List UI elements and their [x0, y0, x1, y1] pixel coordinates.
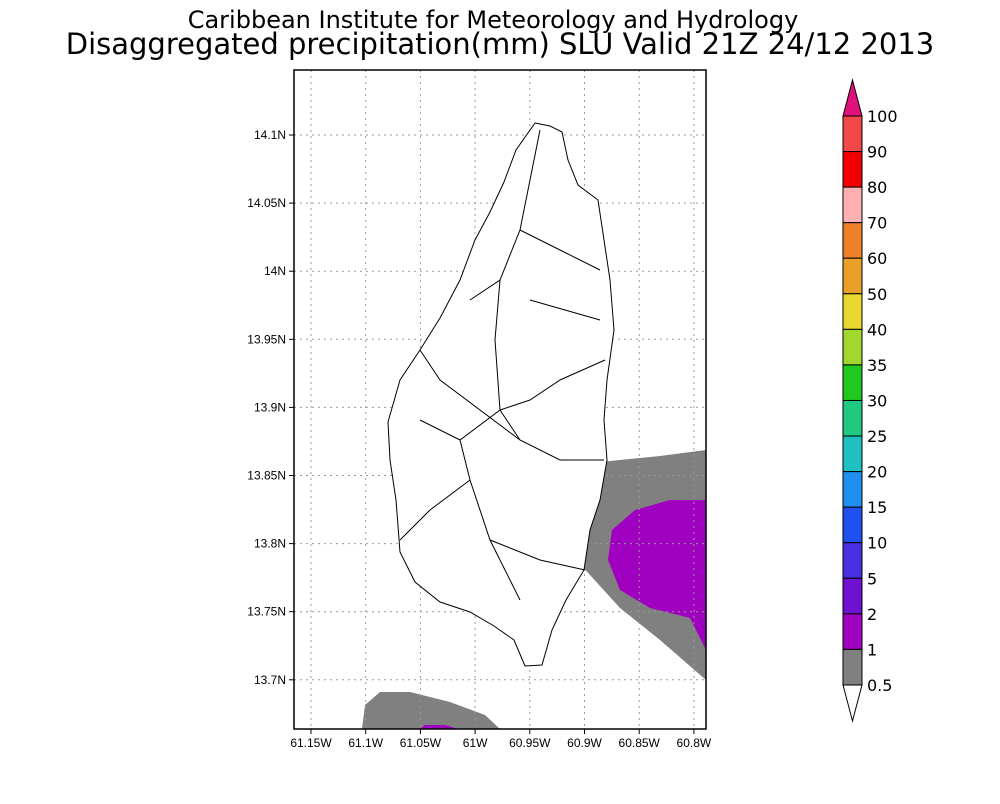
colorbar: 100 90 80 70 60 50 40 35 30 25 20 15 10 5 2 1 0.5	[842, 78, 898, 723]
island	[387, 122, 615, 667]
lat-tick-label: 13.75N	[247, 605, 286, 619]
colorbar-label: 25	[867, 427, 887, 446]
lat-tick-label: 13.9N	[254, 400, 286, 414]
colorbar-label: 60	[867, 249, 887, 268]
colorbar-segment	[842, 293, 863, 330]
colorbar-label: 70	[867, 214, 887, 233]
lon-tick-label: 60.8W	[677, 736, 712, 750]
colorbar-segment	[842, 577, 863, 615]
colorbar-segment	[842, 186, 863, 224]
colorbar-label: 2	[867, 605, 877, 624]
colorbar-label: 15	[867, 498, 887, 517]
colorbar-label: 35	[867, 356, 887, 375]
lon-tick-label: 60.9W	[567, 736, 602, 750]
colorbar-label: 50	[867, 285, 887, 304]
lat-tick-label: 13.85N	[247, 469, 286, 483]
colorbar-label: 40	[867, 320, 887, 339]
island-outline	[387, 122, 615, 667]
colorbar-segment	[842, 613, 863, 650]
colorbar-label: 80	[867, 178, 887, 197]
colorbar-segment	[842, 257, 863, 295]
colorbar-segment	[842, 364, 863, 401]
colorbar-segment	[842, 542, 863, 579]
colorbar-label: 5	[867, 569, 877, 588]
colorbar-segment	[842, 328, 863, 366]
lat-tick-label: 13.7N	[254, 673, 286, 687]
colorbar-segment	[842, 471, 863, 508]
lat-tick-label: 13.8N	[254, 537, 286, 551]
lat-tick-label: 14.05N	[247, 196, 286, 210]
lon-tick-label: 61.15W	[290, 736, 332, 750]
colorbar-segment	[842, 435, 863, 473]
colorbar-label: 20	[867, 463, 887, 482]
colorbar-segment	[842, 399, 863, 437]
rain-0.5-1-south	[362, 692, 500, 729]
rain-1-2	[608, 500, 706, 650]
lon-tick-label: 61.05W	[400, 736, 442, 750]
colorbar-label: 10	[867, 534, 887, 553]
colorbar-top-triangle	[842, 78, 863, 117]
colorbar-segment	[842, 506, 863, 544]
colorbar-bottom-triangle	[842, 684, 863, 723]
colorbar-label: 0.5	[867, 676, 892, 695]
colorbar-segment	[842, 648, 863, 686]
lon-tick-label: 60.85W	[619, 736, 661, 750]
lat-tick-label: 14.1N	[254, 128, 286, 142]
lon-tick-label: 61W	[463, 736, 488, 750]
title-line2: Disaggregated precipitation(mm) SLU Vali…	[66, 27, 935, 61]
watershed-lines	[399, 129, 606, 601]
lon-tick-label: 60.95W	[509, 736, 551, 750]
colorbar-label: 30	[867, 391, 887, 410]
lat-tick-label: 13.95N	[247, 332, 286, 346]
colorbar-segment	[842, 222, 863, 259]
colorbar-label: 90	[867, 143, 887, 162]
map-frame	[293, 69, 707, 730]
lon-tick-label: 61.1W	[348, 736, 383, 750]
rain-1-2-south	[420, 725, 458, 729]
colorbar-segment	[842, 115, 863, 153]
lat-tick-label: 14N	[264, 264, 286, 278]
colorbar-segment	[842, 151, 863, 188]
colorbar-label: 1	[867, 640, 877, 659]
colorbar-label: 100	[867, 107, 898, 126]
title-line1: Caribbean Institute for Meteorology and …	[188, 6, 799, 34]
